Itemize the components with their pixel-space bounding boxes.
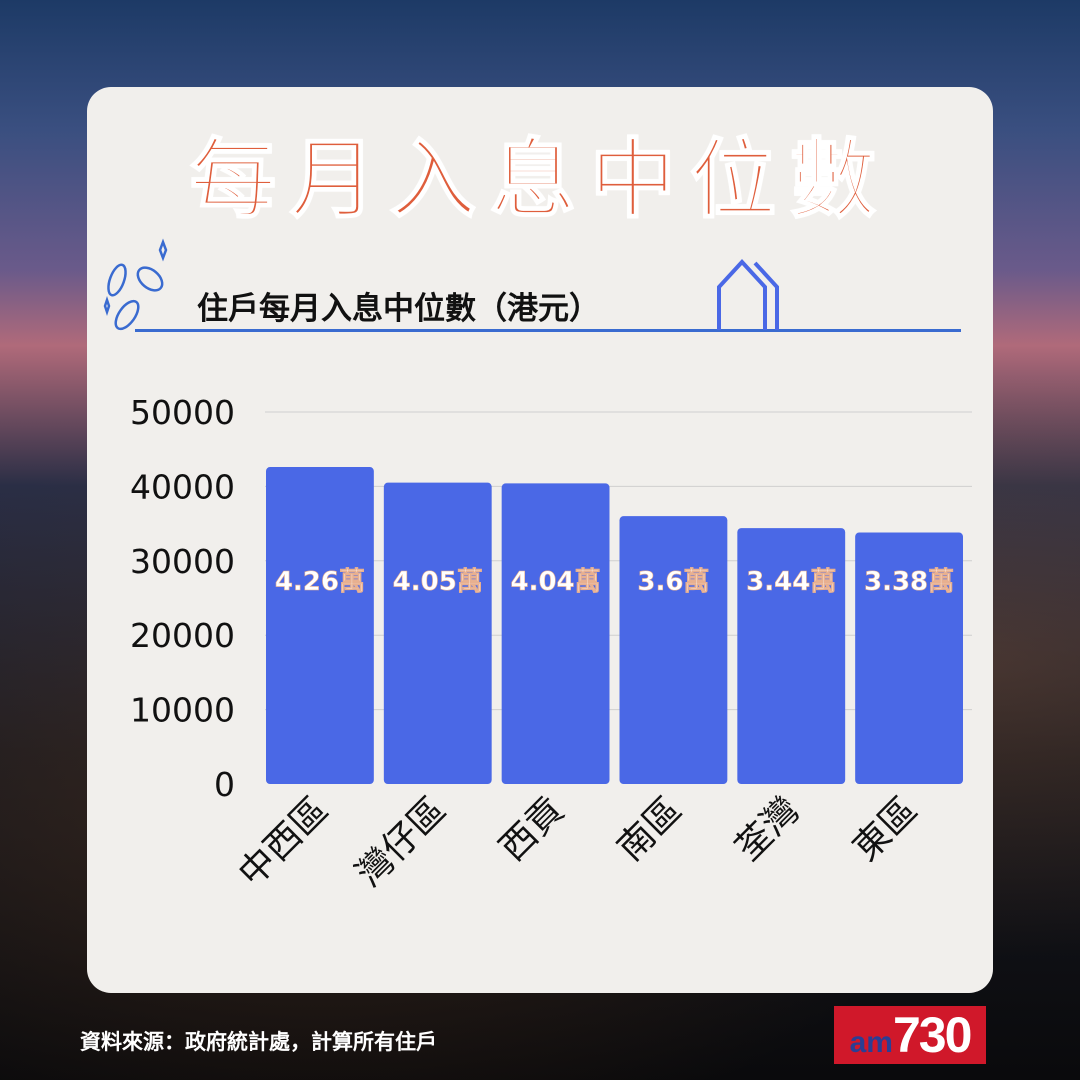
bar xyxy=(266,467,374,784)
decor-icons xyxy=(103,238,779,331)
x-tick-label: 灣仔區 xyxy=(349,789,454,894)
x-tick-label: 南區 xyxy=(610,789,690,869)
house-icon xyxy=(717,259,779,330)
title-underline xyxy=(135,329,961,332)
y-tick-label: 0 xyxy=(214,765,235,804)
page-title: 每月入息中位數 xyxy=(189,129,890,231)
x-tick-label: 中西區 xyxy=(231,789,336,894)
bar xyxy=(855,532,963,784)
y-tick-label: 10000 xyxy=(130,691,235,730)
data-label: 3.6萬 xyxy=(637,567,709,597)
chart-card: 每月入息中位數 住戶每月入息中位數（港元） 0 10000 20000 30000 40… xyxy=(87,87,993,993)
data-label: 4.05萬 xyxy=(393,567,483,597)
coins-icon xyxy=(103,238,168,331)
data-label: 3.44萬 xyxy=(746,567,836,597)
x-tick-label: 東區 xyxy=(846,789,926,869)
chart-title: 住戶每月入息中位數（港元） xyxy=(197,291,600,327)
x-tick-label: 西貢 xyxy=(492,789,572,869)
bar xyxy=(619,516,728,784)
y-tick-label: 30000 xyxy=(130,542,235,581)
y-tick-label: 40000 xyxy=(130,467,235,506)
bar xyxy=(383,482,492,784)
data-label: 3.38萬 xyxy=(864,567,954,597)
am730-logo: am 730 xyxy=(834,1006,986,1064)
y-tick-label: 20000 xyxy=(130,616,235,655)
y-tick-label: 50000 xyxy=(130,393,235,432)
bar xyxy=(501,483,610,784)
x-tick-label: 荃灣 xyxy=(728,789,808,869)
source-note: 資料來源：政府統計處，計算所有住戶 xyxy=(80,1030,437,1054)
data-label: 4.04萬 xyxy=(511,567,601,597)
bar xyxy=(737,528,846,784)
data-label: 4.26萬 xyxy=(275,567,365,597)
